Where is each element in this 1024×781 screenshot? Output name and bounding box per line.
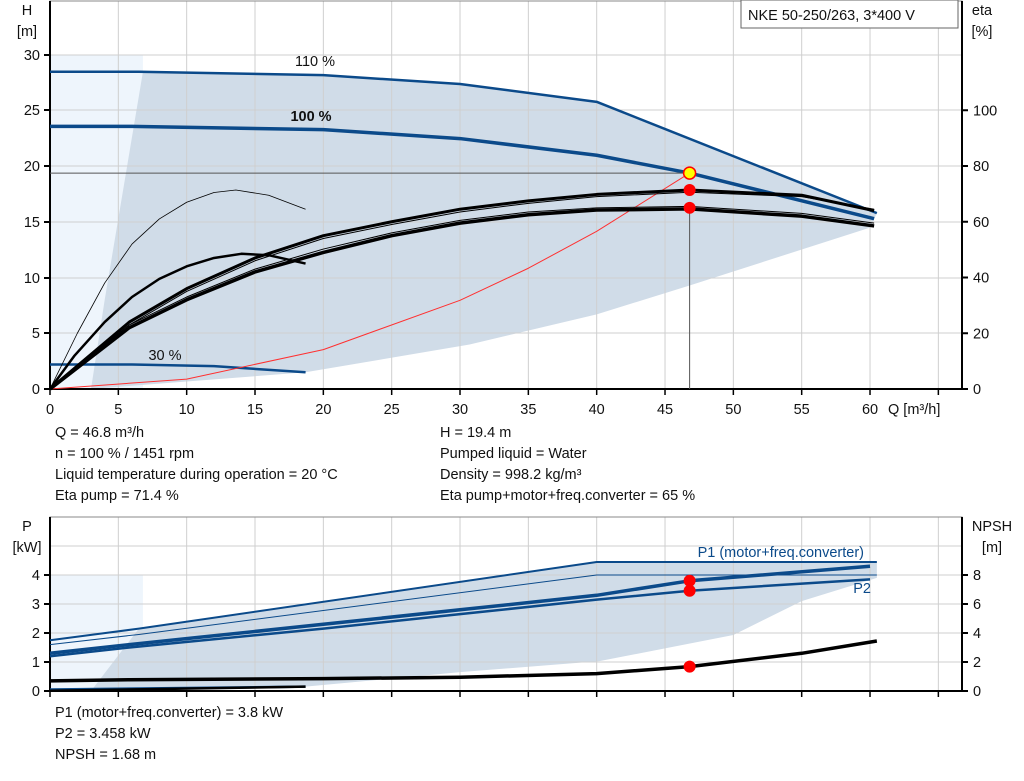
series-line [49,574,877,646]
y-right-tick-label: 100 [973,103,997,119]
curve-label-p1: P1 (motor+freq.converter) [698,545,864,561]
x-tick-label: 35 [520,402,536,418]
y-axis-label-quantity: H [22,3,32,19]
info-eta-total: Eta pump+motor+freq.converter = 65 % [440,488,696,504]
eta-total-point [683,201,696,214]
info-flow: Q = 46.8 m³/h [55,425,145,441]
y-right-tick-label: 20 [973,326,989,342]
x-tick-label: 0 [46,402,54,418]
series-line-30 [50,363,306,374]
y-right-axis-label-quantity: eta [972,3,993,19]
y-tick-label: 5 [32,326,40,342]
curve-label-110: 110 % [295,54,335,70]
x-tick-label: 40 [589,402,605,418]
y-right-tick-label: 2 [973,655,981,671]
x-axis-label: Q [m³/h] [888,402,940,418]
info-p2: P2 = 3.458 kW [55,726,151,742]
npsh-point [683,660,696,673]
y-tick-label: 0 [32,382,40,398]
operating-range-area [91,561,877,691]
x-tick-label: 45 [657,402,673,418]
y-tick-label: 0 [32,684,40,700]
x-tick-label: 50 [725,402,741,418]
p-axis-label-quantity: P [22,519,32,535]
series-line [49,189,306,390]
info-p1: P1 (motor+freq.converter) = 3.8 kW [55,705,284,721]
series-line [48,207,875,391]
y-tick-label: 20 [24,159,40,175]
operating-range-area [91,71,877,390]
y-tick-label: 3 [32,597,40,613]
chart-title: NKE 50-250/263, 3*400 V [748,8,915,24]
info-density: Density = 998.2 kg/m³ [440,467,582,483]
y-right-tick-label: 80 [973,159,989,175]
y-tick-label: 15 [24,215,40,231]
title-box [740,0,959,29]
eta-pump-point [683,183,696,196]
npsh-axis-label-unit: [m] [982,540,1002,556]
x-tick-label: 10 [179,402,195,418]
info-top-left: Q = 46.8 m³/h n = 100 % / 1451 rpm Liqui… [55,423,338,507]
series-line [49,639,878,683]
curve-label-p2: P2 [853,581,871,597]
p-axis-label-unit: [kW] [13,540,42,556]
info-speed: n = 100 % / 1451 rpm [55,446,195,462]
x-tick-label: 60 [862,402,878,418]
series-line [49,172,690,390]
y-tick-label: 2 [32,626,40,642]
x-tick-label: 20 [315,402,331,418]
series-line [49,188,875,391]
y-axis-label-unit: [m] [17,24,37,40]
p1-point [683,574,696,587]
npsh-axis-label-quantity: NPSH [972,519,1012,535]
y-right-tick-label: 0 [973,684,981,700]
y-tick-label: 25 [24,103,40,119]
duty-point [682,166,697,180]
info-npsh: NPSH = 1.68 m [55,747,157,763]
y-right-tick-label: 40 [973,271,989,287]
curve-label-30: 30 % [148,348,181,364]
y-tick-label: 30 [24,48,40,64]
p2-point [683,584,696,597]
series-line [49,685,306,692]
y-tick-label: 1 [32,655,40,671]
info-bottom: P1 (motor+freq.converter) = 3.8 kW P2 = … [55,703,283,766]
y-tick-label: 4 [32,568,40,584]
x-tick-label: 30 [452,402,468,418]
y-right-tick-label: 8 [973,568,981,584]
series-line-110 [50,70,878,215]
series-line [49,560,877,642]
info-eta-pump: Eta pump = 71.4 % [55,488,179,504]
x-tick-label: 15 [247,402,263,418]
x-tick-label: 55 [794,402,810,418]
y-tick-label: 10 [24,271,40,287]
info-liquid: Pumped liquid = Water [440,446,587,462]
y-right-tick-label: 6 [973,597,981,613]
info-head: H = 19.4 m [440,425,512,441]
series-line [48,252,306,390]
x-tick-label: 25 [384,402,400,418]
info-temperature: Liquid temperature during operation = 20… [55,467,338,483]
series-line [49,205,875,390]
y-right-tick-label: 0 [973,382,981,398]
info-top-right: H = 19.4 m Pumped liquid = Water Density… [440,423,695,507]
curve-label-100: 100 % [290,109,331,125]
x-tick-label: 5 [114,402,122,418]
y-right-tick-label: 4 [973,626,981,642]
y-right-tick-label: 60 [973,215,989,231]
y-right-axis-label-unit: [%] [972,24,993,40]
series-line [49,191,875,390]
